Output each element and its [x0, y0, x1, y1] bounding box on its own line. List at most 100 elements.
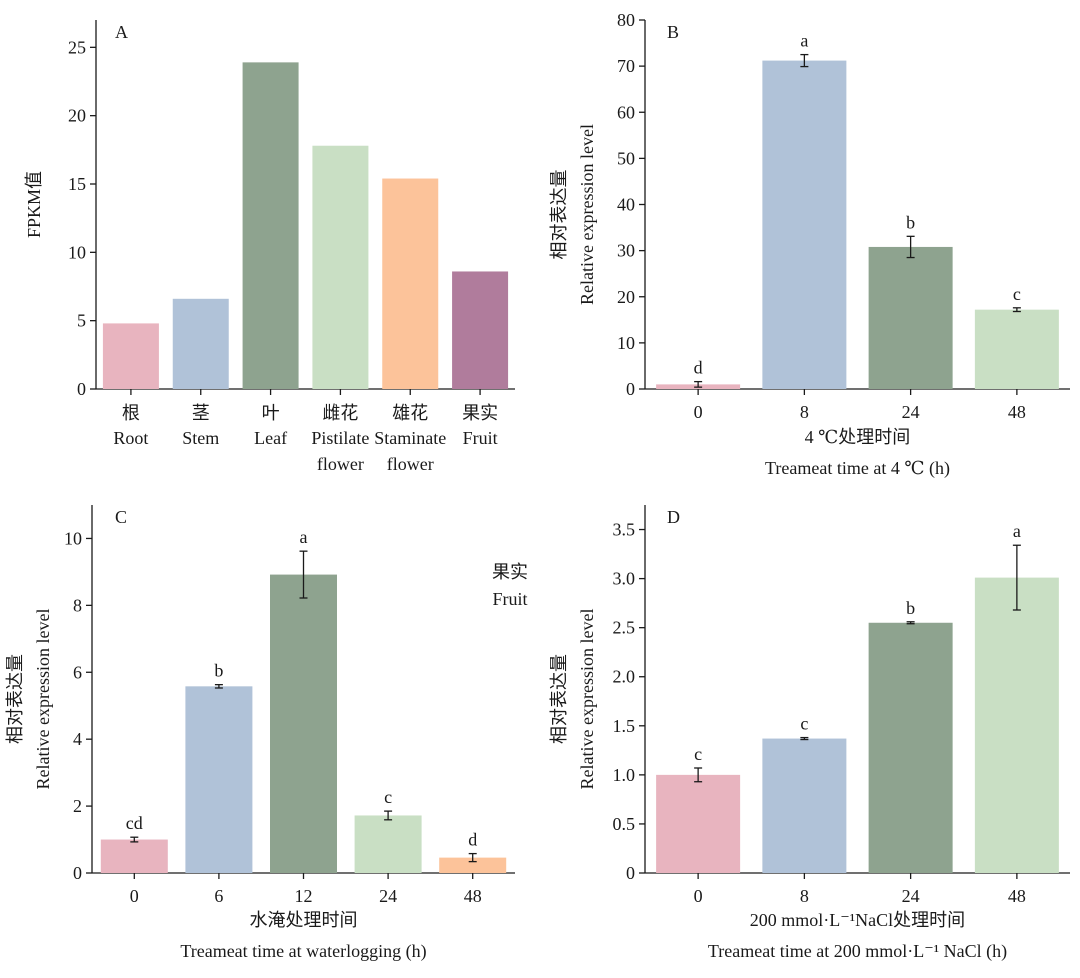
significance-label: a [300, 527, 308, 547]
y-tick-label: 70 [617, 56, 635, 76]
y-tick-label: 25 [68, 37, 86, 57]
y-tick-label: 3.5 [613, 520, 636, 540]
bar [270, 574, 337, 873]
x-tick-label: 0 [130, 886, 139, 906]
x-tick-label-en: Staminate [374, 428, 446, 448]
x-tick-label-en: flower [387, 454, 434, 474]
panel-letter: D [667, 507, 680, 527]
x-tick-label: 8 [800, 886, 809, 906]
y-tick-label: 15 [68, 174, 86, 194]
y-tick-label: 2 [73, 796, 82, 816]
panel-letter: A [115, 22, 128, 42]
bar [354, 815, 422, 873]
bar [382, 178, 439, 389]
x-tick-label: 0 [694, 886, 703, 906]
y-tick-label: 50 [617, 148, 635, 168]
bar [762, 738, 847, 873]
y-axis-label: 相对表达量 [549, 654, 569, 744]
panel-a: A 0 5 10 15 20 25 根 Root 茎 Stem 叶 Leaf 雌花 Pistilate flo… [24, 20, 515, 474]
significance-label: b [906, 212, 915, 232]
x-tick-label: 0 [694, 402, 703, 422]
significance-label: d [468, 830, 477, 850]
x-tick-label: 48 [1008, 402, 1026, 422]
x-tick-label-en: flower [317, 454, 364, 474]
significance-label: a [1013, 521, 1021, 541]
y-tick-label: 8 [73, 595, 82, 615]
bar [974, 577, 1059, 873]
x-axis-label-en: Treameat time at 200 mmol·L⁻¹ NaCl (h) [708, 941, 1007, 962]
bar [439, 857, 507, 873]
significance-label: b [214, 661, 223, 681]
y-axis-label: FPKM值 [24, 171, 44, 238]
panel-d: D 0 0.5 1.0 1.5 2.0 2.5 3.0 3.5 c c b a 0 8 24 48 相对表达量 Re… [549, 505, 1070, 962]
x-tick-label-cn: 果实 [462, 403, 498, 423]
y-tick-label: 0 [626, 379, 635, 399]
y-tick-label: 1.5 [613, 716, 636, 736]
x-axis-label-en: Treameat time at waterlogging (h) [180, 941, 426, 962]
x-tick-label: 48 [1008, 886, 1026, 906]
y-tick-label: 3.0 [613, 569, 636, 589]
y-tick-label: 5 [77, 311, 86, 331]
significance-label: c [384, 787, 392, 807]
panel-letter: C [115, 507, 127, 527]
y-axis-label: Relative expression level [33, 609, 53, 790]
bar [452, 271, 509, 389]
y-tick-label: 10 [617, 333, 635, 353]
y-tick-label: 1.0 [613, 765, 636, 785]
y-axis-label: 相对表达量 [5, 654, 25, 744]
x-tick-label-cn: 茎 [192, 403, 210, 423]
x-axis-label-cn: 200 mmol·L⁻¹NaCl处理时间 [750, 910, 965, 930]
x-tick-label-en: Leaf [254, 428, 287, 448]
y-tick-label: 20 [617, 287, 635, 307]
x-tick-label: 24 [902, 886, 920, 906]
y-tick-label: 0.5 [613, 814, 636, 834]
y-axis-label: Relative expression level [577, 124, 597, 305]
bar [102, 323, 159, 389]
x-tick-label-en: Root [113, 428, 148, 448]
x-tick-label-en: Fruit [463, 428, 498, 448]
y-tick-label: 0 [77, 379, 86, 399]
y-tick-label: 2.5 [613, 618, 636, 638]
x-tick-label: 24 [379, 886, 397, 906]
y-tick-label: 40 [617, 195, 635, 215]
bar [242, 62, 299, 389]
x-tick-label: 6 [214, 886, 223, 906]
bar [974, 309, 1059, 389]
y-tick-label: 0 [626, 863, 635, 883]
y-tick-label: 60 [617, 102, 635, 122]
y-axis-label: 相对表达量 [549, 170, 569, 260]
y-tick-label: 30 [617, 241, 635, 261]
x-tick-label-cn: 叶 [262, 403, 280, 423]
x-tick-label-cn: 雄花 [392, 403, 428, 423]
x-tick-label: 12 [295, 886, 313, 906]
y-tick-label: 2.0 [613, 667, 636, 687]
x-tick-label-cn: 根 [122, 403, 140, 423]
x-tick-label: 48 [464, 886, 482, 906]
significance-label: c [694, 744, 702, 764]
y-tick-label: 20 [68, 106, 86, 126]
y-tick-label: 10 [68, 242, 86, 262]
bar [185, 686, 253, 873]
y-tick-label: 10 [64, 528, 82, 548]
y-tick-label: 0 [73, 863, 82, 883]
x-tick-label: 24 [902, 402, 920, 422]
bar [868, 246, 953, 389]
significance-label: cd [126, 813, 143, 833]
x-axis-label-cn: 水淹处理时间 [250, 910, 358, 930]
x-axis-label-en: Treameat time at 4 ℃ (h) [765, 458, 950, 479]
panel-letter: B [667, 22, 679, 42]
bar [312, 145, 369, 389]
significance-label: c [800, 714, 808, 734]
bar [868, 622, 953, 873]
bar [100, 839, 168, 873]
x-tick-label-en: Pistilate [311, 428, 369, 448]
bar [762, 60, 847, 390]
y-tick-label: 6 [73, 662, 82, 682]
x-tick-label-cn: 雌花 [322, 403, 358, 423]
x-tick-label-en: Stem [182, 428, 219, 448]
bar [656, 774, 741, 873]
y-axis-label: Relative expression level [577, 609, 597, 790]
significance-label: d [694, 358, 703, 378]
